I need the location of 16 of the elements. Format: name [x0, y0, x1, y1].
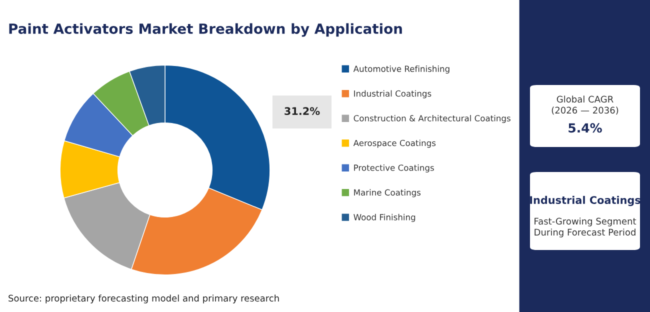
legend-label: Aerospace Coatings	[353, 140, 436, 148]
text: Industrial Coatings	[530, 196, 640, 206]
text: During Forecast Period	[534, 228, 636, 238]
text: (2026 — 2036)	[552, 106, 618, 115]
text: 5.4%	[568, 123, 602, 133]
legend-label: Automotive Refinishing	[353, 66, 450, 74]
legend-label: Wood Finishing	[354, 214, 416, 222]
legend-label: Construction & Architectural Coatings	[354, 114, 510, 124]
text: Fast-Growing Segment	[534, 218, 636, 226]
chart-title: Paint Activators Market Breakdown by Application	[9, 23, 402, 37]
data-label: 31.2%	[284, 107, 320, 116]
source-note: Source: proprietary forecasting model and primary research	[8, 294, 279, 304]
legend-label: Industrial Coatings	[354, 90, 432, 98]
legend-label: Marine Coatings	[354, 189, 421, 198]
text: Global CAGR	[556, 96, 614, 103]
legend-label: Protective Coatings	[354, 164, 434, 172]
